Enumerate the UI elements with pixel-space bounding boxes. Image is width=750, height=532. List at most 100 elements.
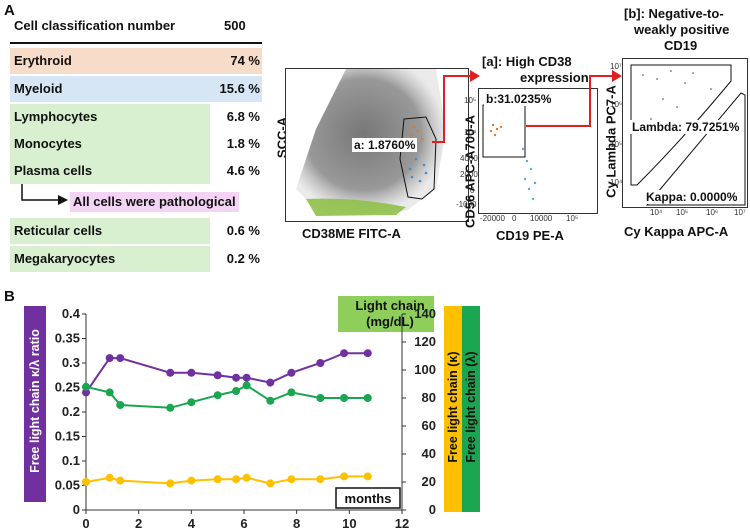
- series-point-1: [340, 394, 349, 402]
- row-label: Myeloid: [14, 81, 63, 96]
- flow3-gate-kappa: Kappa: 0.0000%: [644, 190, 740, 204]
- table-header-rule: [10, 42, 262, 44]
- left-tick-label: 0.1: [62, 453, 80, 468]
- flow2-ytick: -1000: [456, 200, 477, 209]
- legend-lambda-box: [462, 306, 480, 512]
- series-point-1: [242, 381, 251, 390]
- right-axis-title-box: [338, 296, 434, 332]
- flow2-ytick: 0: [470, 186, 475, 195]
- x-tick-label: 8: [293, 516, 300, 531]
- series-point-0: [266, 378, 275, 387]
- row-value: 0.2 %: [226, 251, 260, 266]
- right-tick-label: 0: [429, 502, 436, 517]
- pathology-note: All cells were pathological: [70, 192, 239, 212]
- row-value: 74 %: [230, 53, 260, 68]
- series-point-0: [363, 349, 372, 358]
- flow2-xlabel: CD19 PE-A: [496, 228, 564, 243]
- row-value: 6.8 %: [226, 109, 260, 124]
- row-value: 0.6 %: [226, 223, 260, 238]
- x-tick-label: 6: [240, 516, 247, 531]
- pathology-arrow-icon: [21, 184, 68, 205]
- x-tick-label: 0: [82, 516, 89, 531]
- series-line-2: [85, 475, 368, 485]
- flow3-title-line3: CD19: [664, 38, 698, 53]
- green-block-megakaryocytes: [10, 246, 210, 272]
- row-label: Lymphocytes: [14, 109, 98, 124]
- flow3-ytick: 10⁴: [610, 178, 623, 187]
- left-tick-label: 0.4: [62, 306, 81, 321]
- flow1-xlabel: CD38ME FITC-A: [302, 226, 401, 241]
- light-chain-line-chart: 00.050.10.150.20.250.30.350.402040608010…: [55, 306, 436, 531]
- right-tick-label: 140: [414, 306, 436, 321]
- flow2-title-line2: expression: [520, 70, 589, 85]
- row-value: 15.6 %: [219, 81, 260, 96]
- flow2-ytick: 4000: [460, 154, 478, 163]
- row-label: Plasma cells: [14, 163, 93, 178]
- series-point-0: [187, 368, 196, 377]
- table-row-plasma-cells: Plasma cells 4.6 %: [10, 158, 262, 184]
- left-axis-label: Free light chain κ/λ ratio: [28, 329, 42, 473]
- green-block-upper: [10, 104, 210, 184]
- series-point-2: [316, 475, 325, 484]
- row-label: Monocytes: [14, 136, 82, 151]
- flow3-ytick: 10⁷: [610, 62, 622, 71]
- x-axis-label-box: [335, 487, 401, 509]
- x-tick-label: 4: [188, 516, 196, 531]
- left-tick-label: 0.25: [55, 380, 80, 395]
- series-line-1: [85, 384, 368, 409]
- legend-kappa-label: Free light chain (κ): [446, 351, 460, 463]
- series-point-0: [166, 368, 175, 377]
- table-row-monocytes: Monocytes 1.8 %: [10, 131, 262, 157]
- series-point-2: [242, 473, 251, 482]
- flow2-xtick: -20000: [480, 214, 505, 223]
- series-point-1: [232, 387, 241, 395]
- series-point-0: [105, 354, 114, 363]
- row-value: 4.6 %: [226, 163, 260, 178]
- right-tick-label: 60: [422, 418, 436, 433]
- series-point-2: [166, 479, 175, 488]
- flow3-xtick: 10⁴: [650, 208, 663, 217]
- table-row-megakaryocytes: Megakaryocytes 0.2 %: [10, 246, 262, 272]
- x-tick-label: 10: [342, 516, 356, 531]
- series-point-0: [82, 388, 90, 397]
- series-point-1: [105, 388, 114, 397]
- series-point-1: [187, 398, 196, 407]
- flow3-ytick: 10⁵: [610, 140, 623, 149]
- row-value: 1.8 %: [226, 136, 260, 151]
- series-point-2: [105, 473, 114, 482]
- left-tick-label: 0.3: [62, 355, 80, 370]
- right-tick-label: 100: [414, 362, 436, 377]
- left-tick-label: 0.05: [55, 478, 80, 493]
- green-block-reticular: [10, 218, 210, 244]
- legend-lambda-label: Free light chain (λ): [464, 351, 478, 463]
- series-point-2: [287, 475, 296, 484]
- flow3-title-line2: weakly positive: [634, 22, 730, 37]
- flow2-ytick: 10⁵: [464, 96, 477, 105]
- series-point-2: [232, 475, 241, 484]
- left-tick-label: 0.2: [62, 404, 80, 419]
- right-tick-label: 20: [422, 474, 436, 489]
- table-row-myeloid: Myeloid 15.6 %: [10, 76, 262, 102]
- row-label: Reticular cells: [14, 223, 103, 238]
- left-tick-label: 0.35: [55, 331, 80, 346]
- flow2-ytick: 2000: [460, 170, 478, 179]
- left-axis-label-box: [24, 306, 46, 502]
- panel-b-letter: B: [4, 288, 15, 305]
- connector-arrow-1-icon: [432, 70, 480, 143]
- right-tick-label: 80: [422, 390, 436, 405]
- series-point-2: [213, 475, 222, 484]
- series-point-2: [340, 472, 349, 481]
- flow2-ytick: 10⁴: [464, 128, 477, 137]
- flow3-xtick: 10⁵: [676, 208, 689, 217]
- series-point-2: [266, 479, 275, 488]
- series-point-1: [166, 403, 175, 412]
- series-point-2: [187, 476, 196, 485]
- table-row-erythroid: Erythroid 74 %: [10, 48, 262, 74]
- left-tick-label: 0: [73, 502, 80, 517]
- row-label: Megakaryocytes: [14, 251, 116, 266]
- x-tick-label: 12: [395, 516, 409, 531]
- series-point-0: [316, 359, 325, 367]
- flow1-gate-label: a: 1.8760%: [352, 138, 418, 152]
- series-point-1: [213, 391, 222, 400]
- series-point-0: [340, 349, 349, 358]
